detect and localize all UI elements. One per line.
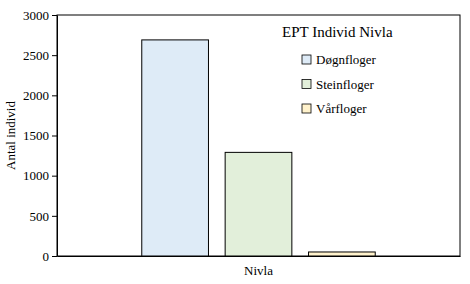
tick: 1000 bbox=[23, 168, 57, 183]
bar bbox=[142, 40, 209, 256]
tick-label: 0 bbox=[43, 249, 50, 264]
axis-line bbox=[58, 256, 461, 257]
tick: 0 bbox=[43, 249, 58, 264]
title: EPT Individ Nivla bbox=[282, 24, 393, 40]
tick-mark bbox=[52, 15, 57, 16]
x-axis: Nivla bbox=[58, 256, 461, 278]
plot: 0 500 1000 1500 2000 2500 3000 Nivla bbox=[23, 8, 461, 278]
tick-mark bbox=[52, 216, 57, 217]
tick-label: 1500 bbox=[23, 128, 49, 143]
tick: 500 bbox=[30, 208, 58, 223]
legend-swatch bbox=[302, 104, 311, 113]
legend-label: Vårfloger bbox=[316, 101, 367, 116]
bars bbox=[142, 40, 375, 256]
bar bbox=[225, 152, 292, 256]
tick: 2500 bbox=[23, 48, 57, 63]
axis-line bbox=[57, 16, 58, 257]
legend: Døgnfloger Steinfloger Vårfloger bbox=[302, 52, 377, 116]
tick-label: 1000 bbox=[23, 168, 49, 183]
legend-swatch bbox=[302, 55, 311, 64]
bar bbox=[309, 252, 376, 256]
tick-label: 3000 bbox=[23, 8, 49, 23]
tick: 1500 bbox=[23, 128, 57, 143]
y-axis: 0 500 1000 1500 2000 2500 3000 bbox=[23, 8, 58, 264]
tick-mark bbox=[52, 176, 57, 177]
tick-label: 2500 bbox=[23, 48, 49, 63]
chart: 0 500 1000 1500 2000 2500 3000 Nivla Antal indiv… bbox=[0, 0, 470, 284]
tick-label: 500 bbox=[30, 208, 50, 223]
legend-label: Steinfloger bbox=[316, 77, 374, 92]
plot-frame bbox=[57, 15, 460, 256]
legend-swatch bbox=[302, 80, 311, 89]
tick: 3000 bbox=[23, 8, 57, 23]
tick-mark bbox=[52, 136, 57, 137]
y-axis-title: Antal individ bbox=[3, 101, 18, 170]
tick-mark bbox=[52, 256, 57, 257]
tick-label: 2000 bbox=[23, 88, 49, 103]
legend-label: Døgnfloger bbox=[316, 52, 377, 67]
tick-mark bbox=[52, 55, 57, 56]
tick: 2000 bbox=[23, 88, 57, 103]
tick-mark bbox=[52, 95, 57, 96]
tick-label: Nivla bbox=[244, 263, 273, 278]
tick: Nivla bbox=[244, 256, 273, 278]
